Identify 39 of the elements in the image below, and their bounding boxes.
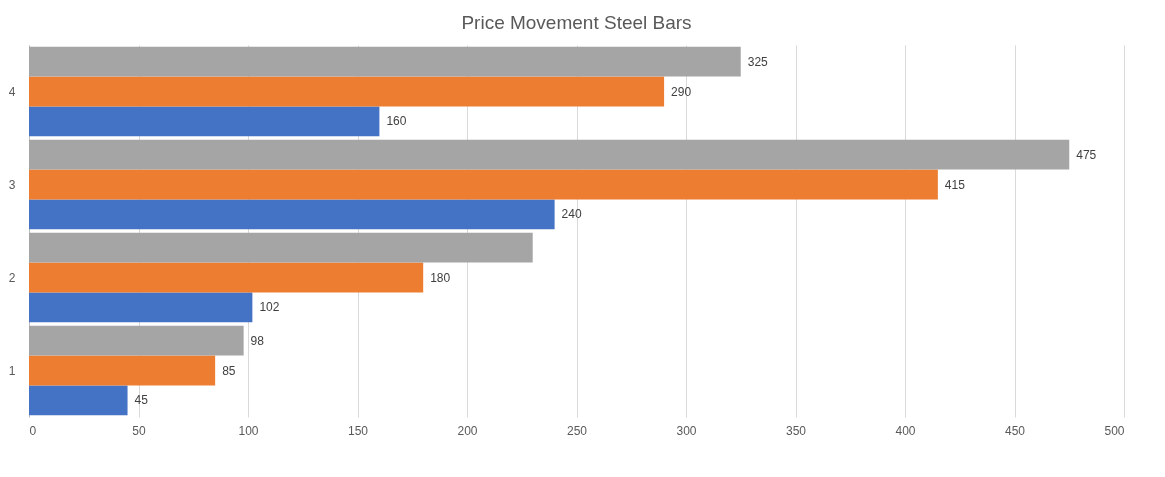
data-label: 475 (1076, 147, 1097, 162)
data-label: 160 (386, 114, 407, 129)
bar (29, 199, 555, 230)
data-label: 102 (259, 300, 280, 315)
bar (29, 385, 128, 416)
data-label: 415 (944, 177, 966, 192)
x-tick-label: 450 (1004, 423, 1026, 438)
data-label: 180 (430, 270, 451, 285)
data-label: 85 (222, 363, 236, 378)
bar (29, 232, 533, 263)
x-tick-label: 150 (347, 423, 369, 438)
data-label: 290 (671, 84, 692, 99)
bar (29, 139, 1070, 170)
x-tick-label: 250 (566, 423, 588, 438)
data-label: 240 (561, 207, 582, 222)
bar (29, 292, 253, 323)
x-tick-label: 100 (238, 423, 259, 438)
x-tick-label: 400 (895, 423, 916, 438)
bar (29, 46, 741, 77)
y-tick-label: 3 (8, 177, 16, 192)
bar (29, 355, 216, 386)
x-tick-label: 50 (132, 423, 146, 438)
y-tick-label: 1 (8, 363, 16, 378)
chart-title: Price Movement Steel Bars (461, 12, 692, 33)
data-label: 45 (134, 393, 149, 408)
x-tick-label: 500 (1104, 423, 1125, 438)
x-tick-label: 200 (457, 423, 478, 438)
y-tick-label: 4 (8, 84, 16, 99)
bar (29, 76, 665, 107)
y-tick-label: 2 (8, 270, 16, 285)
bar (29, 262, 424, 293)
data-label: 325 (747, 54, 769, 69)
x-tick-label: 0 (29, 423, 37, 438)
bar (29, 106, 380, 137)
x-tick-label: 300 (676, 423, 697, 438)
bar (29, 325, 244, 356)
data-label: 98 (250, 333, 265, 348)
x-tick-label: 350 (785, 423, 807, 438)
bar (29, 169, 938, 200)
